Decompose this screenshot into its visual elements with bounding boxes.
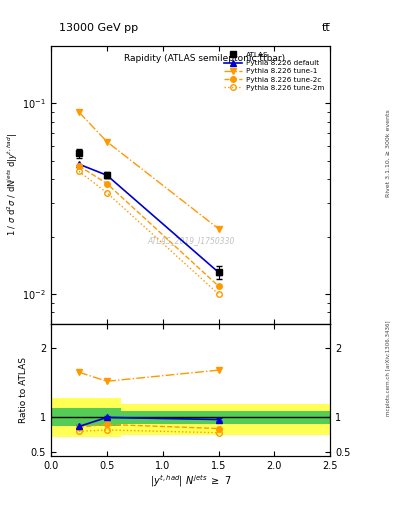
Pythia 8.226 tune-2m <box>105 189 109 196</box>
Text: tt̅: tt̅ <box>321 23 330 33</box>
Pythia 8.226 default <box>105 172 109 178</box>
Line: Pythia 8.226 tune-2m: Pythia 8.226 tune-2m <box>76 168 221 297</box>
Pythia 8.226 default <box>216 269 221 275</box>
Line: Pythia 8.226 tune-2c: Pythia 8.226 tune-2c <box>76 163 221 289</box>
Pythia 8.226 tune-1 <box>216 226 221 232</box>
Pythia 8.226 tune-1 <box>77 109 81 115</box>
Pythia 8.226 tune-2m <box>77 168 81 175</box>
X-axis label: $|y^{t,had}|$ $N^{jets}$ $\geq$ 7: $|y^{t,had}|$ $N^{jets}$ $\geq$ 7 <box>150 473 231 489</box>
Y-axis label: Ratio to ATLAS: Ratio to ATLAS <box>19 357 28 422</box>
Line: Pythia 8.226 tune-1: Pythia 8.226 tune-1 <box>76 109 222 232</box>
Line: Pythia 8.226 default: Pythia 8.226 default <box>76 161 222 275</box>
Pythia 8.226 default <box>77 161 81 167</box>
Text: Rapidity (ATLAS semileptonic t̅tbar): Rapidity (ATLAS semileptonic t̅tbar) <box>124 54 285 63</box>
Pythia 8.226 tune-2c <box>216 283 221 289</box>
Pythia 8.226 tune-2c <box>77 163 81 169</box>
Legend: ATLAS, Pythia 8.226 default, Pythia 8.226 tune-1, Pythia 8.226 tune-2c, Pythia 8: ATLAS, Pythia 8.226 default, Pythia 8.22… <box>222 50 327 93</box>
Text: mcplots.cern.ch [arXiv:1306.3436]: mcplots.cern.ch [arXiv:1306.3436] <box>386 321 391 416</box>
Pythia 8.226 tune-2m <box>216 291 221 297</box>
Pythia 8.226 tune-2c <box>105 180 109 186</box>
Text: 13000 GeV pp: 13000 GeV pp <box>59 23 138 33</box>
Text: Rivet 3.1.10, ≥ 300k events: Rivet 3.1.10, ≥ 300k events <box>386 110 391 198</box>
Text: ATLAS_2019_I1750330: ATLAS_2019_I1750330 <box>147 236 234 245</box>
Pythia 8.226 tune-1 <box>105 139 109 145</box>
Y-axis label: 1 / $\sigma$ d$^2\sigma$ / dN$^{jets}$ d$|y^{t,had}|$: 1 / $\sigma$ d$^2\sigma$ / dN$^{jets}$ d… <box>5 133 20 237</box>
